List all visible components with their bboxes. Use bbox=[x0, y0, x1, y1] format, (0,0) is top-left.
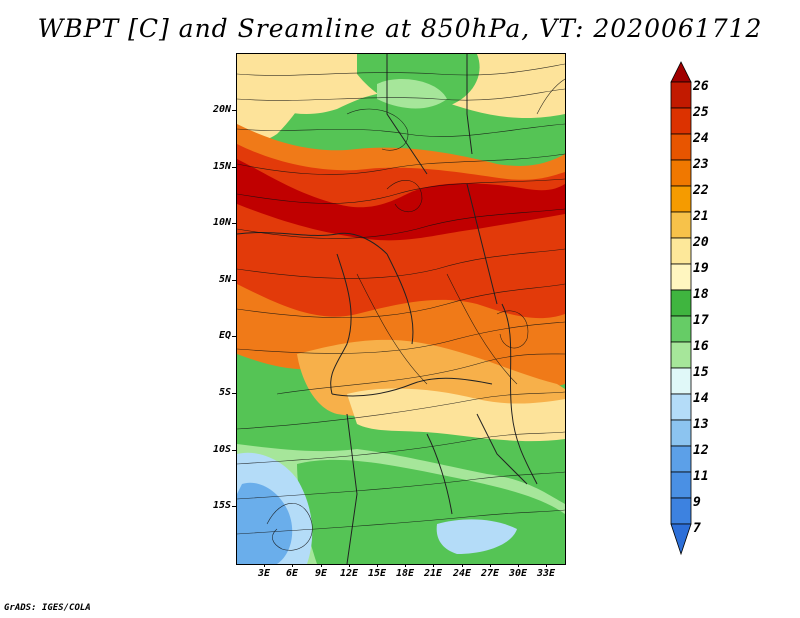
lat-label-10n: 10N bbox=[212, 217, 231, 228]
lon-label-9e: 9E bbox=[314, 568, 328, 579]
lon-tick bbox=[490, 563, 491, 567]
colorbar-label-11: 11 bbox=[693, 469, 709, 484]
colorbar-segment-12 bbox=[670, 445, 692, 473]
lat-tick bbox=[232, 450, 237, 451]
colorbar-label-7: 7 bbox=[693, 521, 701, 536]
colorbar-segment-24 bbox=[670, 133, 692, 161]
colorbar-segment-25 bbox=[670, 107, 692, 135]
colorbar-segment-21 bbox=[670, 211, 692, 239]
streamlines bbox=[237, 63, 565, 551]
field-dark-red bbox=[237, 159, 565, 241]
colorbar-label-14: 14 bbox=[693, 391, 709, 406]
lat-label-5s: 5S bbox=[218, 387, 231, 398]
lat-label-10s: 10S bbox=[212, 444, 231, 455]
lon-label-27e: 27E bbox=[480, 568, 500, 579]
colorbar-segment-19 bbox=[670, 263, 692, 291]
colorbar-segment-16 bbox=[670, 341, 692, 369]
colorbar-label-15: 15 bbox=[693, 365, 709, 380]
lat-label-15n: 15N bbox=[212, 161, 231, 172]
colorbar-label-19: 19 bbox=[693, 261, 709, 276]
lon-label-21e: 21E bbox=[423, 568, 443, 579]
lon-tick bbox=[546, 563, 547, 567]
lon-label-12e: 12E bbox=[339, 568, 359, 579]
lon-tick bbox=[321, 563, 322, 567]
field-south-yellow bbox=[347, 388, 565, 442]
colorbar-segment-17 bbox=[670, 315, 692, 343]
lon-label-33e: 33E bbox=[536, 568, 556, 579]
lat-tick bbox=[232, 336, 237, 337]
lat-label-eq: EQ bbox=[218, 330, 231, 341]
colorbar-label-21: 21 bbox=[693, 209, 709, 224]
colorbar-bottom-arrow bbox=[670, 523, 692, 556]
colorbar-label-16: 16 bbox=[693, 339, 709, 354]
lat-tick bbox=[232, 506, 237, 507]
colorbar-segment-20 bbox=[670, 237, 692, 265]
lat-tick bbox=[232, 223, 237, 224]
grads-credit: GrADS: IGES/COLA bbox=[4, 603, 91, 613]
lon-label-6e: 6E bbox=[285, 568, 299, 579]
colorbar-segment-14 bbox=[670, 393, 692, 421]
lat-tick bbox=[232, 167, 237, 168]
colorbar-label-24: 24 bbox=[693, 131, 709, 146]
field-se-light-blue bbox=[436, 519, 517, 554]
field-sw-blue bbox=[237, 482, 293, 564]
colorbar-label-18: 18 bbox=[693, 287, 709, 302]
lon-tick bbox=[518, 563, 519, 567]
colorbar-label-9: 9 bbox=[693, 495, 701, 510]
colorbar-label-26: 26 bbox=[693, 79, 709, 94]
lat-tick bbox=[232, 393, 237, 394]
colorbar-label-20: 20 bbox=[693, 235, 709, 250]
colorbar-segment-15 bbox=[670, 367, 692, 395]
lon-tick bbox=[405, 563, 406, 567]
colorbar-label-23: 23 bbox=[693, 157, 709, 172]
country-boundaries bbox=[237, 54, 538, 564]
wbpt-field bbox=[237, 54, 565, 564]
lon-tick bbox=[462, 563, 463, 567]
lon-label-24e: 24E bbox=[452, 568, 472, 579]
lon-tick bbox=[433, 563, 434, 567]
lon-label-3e: 3E bbox=[257, 568, 271, 579]
lon-label-15e: 15E bbox=[367, 568, 387, 579]
colorbar-segment-18 bbox=[670, 289, 692, 317]
colorbar-segment-23 bbox=[670, 159, 692, 187]
field-nw-yellow bbox=[237, 54, 327, 143]
lon-label-30e: 30E bbox=[508, 568, 528, 579]
lon-tick bbox=[377, 563, 378, 567]
lat-tick bbox=[232, 110, 237, 111]
colorbar-segment-13 bbox=[670, 419, 692, 447]
lon-label-18e: 18E bbox=[395, 568, 415, 579]
field-north-pale-green bbox=[377, 79, 447, 109]
lon-tick bbox=[349, 563, 350, 567]
colorbar-label-13: 13 bbox=[693, 417, 709, 432]
map-panel bbox=[236, 53, 566, 565]
lat-label-20n: 20N bbox=[212, 104, 231, 115]
lat-tick bbox=[232, 280, 237, 281]
colorbar-label-25: 25 bbox=[693, 105, 709, 120]
colorbar-segment-9 bbox=[670, 497, 692, 525]
colorbar-segment-22 bbox=[670, 185, 692, 213]
colorbar bbox=[670, 61, 692, 556]
chart-title: WBPT [C] and Sreamline at 850hPa, VT: 20… bbox=[37, 14, 763, 43]
colorbar-label-12: 12 bbox=[693, 443, 709, 458]
colorbar-label-17: 17 bbox=[693, 313, 709, 328]
lat-label-5n: 5N bbox=[218, 274, 231, 285]
colorbar-label-22: 22 bbox=[693, 183, 709, 198]
colorbar-top-arrow bbox=[670, 61, 692, 83]
colorbar-segment-11 bbox=[670, 471, 692, 499]
colorbar-segment-26 bbox=[670, 81, 692, 109]
lon-tick bbox=[292, 563, 293, 567]
lon-tick bbox=[264, 563, 265, 567]
lat-label-15s: 15S bbox=[212, 500, 231, 511]
